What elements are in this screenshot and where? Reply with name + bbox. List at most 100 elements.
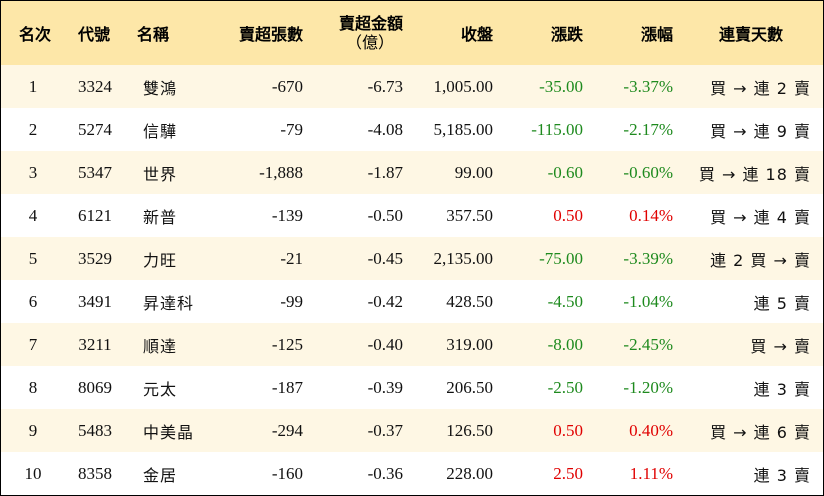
cell-sell-sheets: -21 — [280, 248, 303, 268]
cell-change-pct: -1.20% — [623, 377, 673, 397]
cell-streak: 連 3 賣 — [753, 465, 811, 485]
cell-streak: 連 5 賣 — [753, 293, 811, 313]
cell-rank: 3 — [28, 162, 38, 182]
header-rank: 名次 — [18, 25, 51, 44]
cell-change-pct: -2.45% — [623, 334, 673, 354]
cell-name: 新普 — [143, 207, 178, 227]
cell-rank: 4 — [28, 205, 38, 225]
header-change: 漲跌 — [550, 25, 583, 44]
cell-name: 中美晶 — [143, 422, 195, 442]
cell-change: -0.60 — [547, 162, 583, 182]
cell-name: 力旺 — [143, 250, 178, 270]
cell-change: -2.50 — [547, 377, 583, 397]
cell-sell-sheets: -670 — [271, 76, 303, 96]
header-code: 代號 — [77, 25, 110, 44]
cell-sell-sheets: -1,888 — [259, 162, 303, 182]
table-row: 7 3211 順達 -125 -0.40 319.00 -8.00 -2.45% 買 → 賣 — [1, 323, 823, 366]
cell-close: 228.00 — [446, 463, 493, 483]
cell-sell-sheets: -187 — [271, 377, 303, 397]
cell-change-pct: -3.37% — [623, 76, 673, 96]
cell-rank: 10 — [24, 463, 42, 483]
cell-streak: 買 → 連 6 賣 — [710, 422, 811, 442]
cell-streak: 連 2 買 → 賣 — [710, 250, 811, 270]
cell-sell-amount: -0.37 — [367, 420, 403, 440]
header-sell-sheets: 賣超張數 — [238, 25, 303, 44]
cell-code: 5274 — [78, 119, 112, 139]
header-change-pct: 漲幅 — [640, 25, 673, 44]
cell-name: 元太 — [143, 379, 178, 399]
cell-code: 3491 — [78, 291, 112, 311]
cell-code: 3324 — [78, 76, 112, 96]
cell-change: 0.50 — [553, 205, 583, 225]
cell-name: 雙鴻 — [143, 78, 178, 98]
cell-streak: 買 → 連 9 賣 — [710, 121, 811, 141]
cell-change: -75.00 — [539, 248, 583, 268]
cell-sell-amount: -0.45 — [367, 248, 403, 268]
cell-close: 206.50 — [446, 377, 493, 397]
cell-sell-amount: -0.42 — [367, 291, 403, 311]
cell-streak: 買 → 連 4 賣 — [710, 207, 811, 227]
cell-change: -35.00 — [539, 76, 583, 96]
cell-change: 0.50 — [553, 420, 583, 440]
cell-change: 2.50 — [553, 463, 583, 483]
cell-code: 3529 — [78, 248, 112, 268]
cell-rank: 7 — [28, 334, 38, 354]
cell-name: 順達 — [143, 336, 178, 356]
cell-sell-amount: -0.36 — [367, 463, 403, 483]
table-body: 1 3324 雙鴻 -670 -6.73 1,005.00 -35.00 -3.37% 買 → … — [1, 65, 823, 495]
header-close: 收盤 — [460, 25, 493, 44]
table-row: 2 5274 信驊 -79 -4.08 5,185.00 -115.00 -2.17% 買 → … — [1, 108, 823, 151]
cell-streak: 買 → 連 2 賣 — [710, 78, 811, 98]
cell-close: 1,005.00 — [433, 76, 494, 96]
cell-sell-sheets: -139 — [271, 205, 303, 225]
cell-close: 2,135.00 — [433, 248, 494, 268]
cell-rank: 9 — [28, 420, 38, 440]
cell-code: 8358 — [78, 463, 112, 483]
cell-change-pct: 0.14% — [629, 205, 673, 225]
table-row: 8 8069 元太 -187 -0.39 206.50 -2.50 -1.20% 連 3 賣 — [1, 366, 823, 409]
header-sell-amount: 賣超金額 （億） — [309, 1, 403, 65]
cell-change-pct: -1.04% — [623, 291, 673, 311]
cell-sell-sheets: -79 — [280, 119, 303, 139]
cell-change-pct: -2.17% — [623, 119, 673, 139]
cell-rank: 5 — [28, 248, 38, 268]
cell-close: 319.00 — [446, 334, 493, 354]
table-row: 5 3529 力旺 -21 -0.45 2,135.00 -75.00 -3.39% 連 2 買… — [1, 237, 823, 280]
cell-sell-sheets: -99 — [280, 291, 303, 311]
cell-sell-amount: -1.87 — [367, 162, 403, 182]
cell-sell-amount: -6.73 — [367, 76, 403, 96]
cell-close: 99.00 — [454, 162, 493, 182]
cell-sell-sheets: -294 — [271, 420, 303, 440]
cell-rank: 8 — [28, 377, 38, 397]
cell-rank: 2 — [28, 119, 38, 139]
cell-name: 金居 — [143, 465, 178, 485]
cell-sell-amount: -0.40 — [367, 334, 403, 354]
cell-streak: 買 → 賣 — [750, 336, 811, 356]
table-row: 1 3324 雙鴻 -670 -6.73 1,005.00 -35.00 -3.37% 買 → … — [1, 65, 823, 108]
cell-code: 6121 — [78, 205, 112, 225]
cell-name: 昇達科 — [143, 293, 195, 313]
cell-change-pct: -0.60% — [623, 162, 673, 182]
cell-rank: 6 — [28, 291, 38, 311]
table-row: 3 5347 世界 -1,888 -1.87 99.00 -0.60 -0.60% 買 → 連 … — [1, 151, 823, 194]
header-name: 名稱 — [137, 25, 170, 44]
cell-streak: 連 3 賣 — [753, 379, 811, 399]
header-sell-amount-label: 賣超金額 — [338, 14, 403, 33]
cell-change: -8.00 — [547, 334, 583, 354]
table-header: 名次 代號 名稱 賣超張數 賣超金額 （億） 收盤 漲跌 漲幅 連賣天數 — [1, 1, 823, 65]
cell-change-pct: 1.11% — [629, 463, 673, 483]
cell-code: 8069 — [78, 377, 112, 397]
cell-code: 3211 — [78, 334, 112, 354]
header-sell-amount-unit: （億） — [345, 33, 394, 52]
cell-sell-sheets: -125 — [271, 334, 303, 354]
cell-name: 世界 — [143, 164, 178, 184]
cell-close: 357.50 — [446, 205, 493, 225]
cell-change-pct: -3.39% — [623, 248, 673, 268]
cell-code: 5347 — [78, 162, 112, 182]
cell-change: -115.00 — [531, 119, 583, 139]
cell-sell-sheets: -160 — [271, 463, 303, 483]
cell-change: -4.50 — [547, 291, 583, 311]
cell-sell-amount: -0.39 — [367, 377, 403, 397]
table-row: 10 8358 金居 -160 -0.36 228.00 2.50 1.11% 連 3 賣 — [1, 452, 823, 495]
